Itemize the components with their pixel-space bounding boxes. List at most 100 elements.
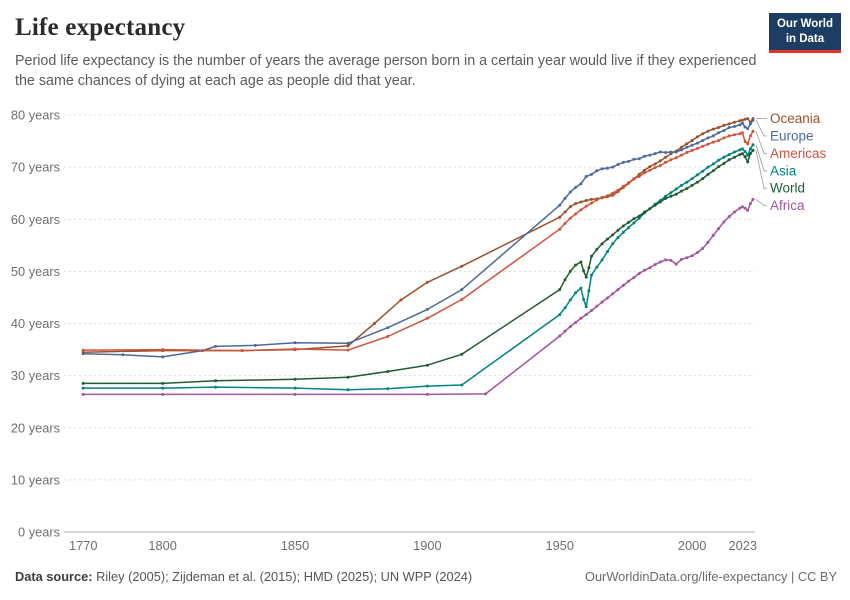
data-point [595, 169, 599, 173]
data-point [680, 189, 683, 193]
data-point [637, 157, 641, 161]
data-point [563, 278, 567, 282]
data-point [740, 118, 744, 122]
x-tick-label: 1770 [69, 538, 97, 553]
data-point [574, 263, 578, 267]
data-point [658, 260, 662, 264]
legend-connector [755, 120, 767, 137]
data-point [582, 298, 586, 301]
data-point [161, 381, 165, 385]
data-point [733, 150, 736, 154]
data-point [563, 221, 567, 225]
data-point [558, 334, 562, 338]
data-point [664, 155, 668, 159]
data-point [743, 140, 747, 144]
data-point [690, 143, 694, 147]
data-point [695, 135, 699, 139]
data-point [674, 156, 678, 160]
data-point [386, 335, 390, 338]
data-point [748, 134, 752, 138]
data-point [627, 181, 631, 185]
data-point [695, 251, 699, 255]
data-point [746, 127, 750, 131]
data-point [738, 132, 742, 136]
data-point [600, 167, 604, 171]
legend-label-oceania[interactable]: Oceania [770, 111, 821, 126]
data-point [680, 148, 683, 152]
data-point [743, 150, 747, 153]
credit-link[interactable]: OurWorldinData.org/life-expectancy | CC … [584, 569, 837, 584]
data-point [590, 201, 593, 205]
data-point [653, 162, 657, 166]
data-point [563, 210, 567, 214]
y-tick-label: 70 years [11, 160, 60, 175]
data-point [664, 151, 668, 154]
legend-label-world[interactable]: World [770, 181, 805, 196]
y-tick-label: 20 years [11, 420, 60, 435]
data-point [733, 155, 736, 159]
data-point [711, 169, 715, 173]
data-point [293, 377, 297, 381]
data-point [648, 153, 652, 157]
data-point [738, 206, 742, 210]
data-point [680, 145, 683, 149]
data-point [743, 206, 747, 210]
data-point [574, 321, 578, 324]
data-point [701, 246, 705, 250]
data-point [574, 202, 578, 206]
data-point [740, 131, 744, 135]
data-point [664, 196, 668, 200]
owid-logo[interactable]: Our World in Data [768, 13, 841, 53]
data-point [680, 153, 683, 157]
data-point [706, 172, 710, 176]
data-point [627, 159, 631, 163]
data-point [727, 126, 731, 129]
data-point [690, 183, 694, 187]
data-point [711, 134, 715, 138]
data-point [727, 134, 731, 138]
data-point [590, 197, 593, 201]
data-point [733, 210, 736, 214]
legend-label-americas[interactable]: Americas [770, 146, 827, 161]
data-point [240, 349, 244, 353]
data-point [346, 375, 350, 379]
data-point [690, 177, 694, 181]
data-point [621, 224, 625, 228]
data-point [669, 191, 673, 195]
data-point [722, 123, 726, 127]
series-line-africa[interactable] [82, 198, 754, 396]
data-point [568, 190, 572, 194]
data-point [616, 228, 620, 232]
data-point [386, 387, 390, 391]
data-point [611, 193, 615, 197]
legend-label-asia[interactable]: Asia [770, 163, 797, 178]
data-point [214, 344, 218, 348]
data-point [579, 208, 583, 212]
data-point [214, 379, 218, 383]
data-point [81, 386, 85, 390]
data-point [717, 227, 721, 231]
data-point [711, 233, 715, 237]
x-tick-label: 1900 [413, 538, 441, 553]
data-point [706, 142, 710, 146]
data-point [685, 145, 689, 149]
series-line-americas[interactable] [82, 130, 754, 352]
data-point [653, 203, 657, 207]
data-point [664, 160, 668, 164]
data-point [425, 280, 429, 284]
data-point [738, 123, 742, 127]
data-point [81, 352, 85, 356]
data-point [648, 165, 652, 169]
data-point [717, 158, 721, 162]
data-point [627, 220, 631, 224]
series-line-europe[interactable] [82, 119, 754, 358]
data-point [711, 127, 715, 131]
legend-label-europe[interactable]: Europe [770, 129, 814, 144]
legend-connector [755, 199, 767, 207]
y-tick-label: 40 years [11, 316, 60, 331]
data-point [605, 166, 609, 170]
data-point [643, 168, 646, 172]
data-point [632, 221, 636, 225]
legend-label-africa[interactable]: Africa [770, 198, 805, 213]
